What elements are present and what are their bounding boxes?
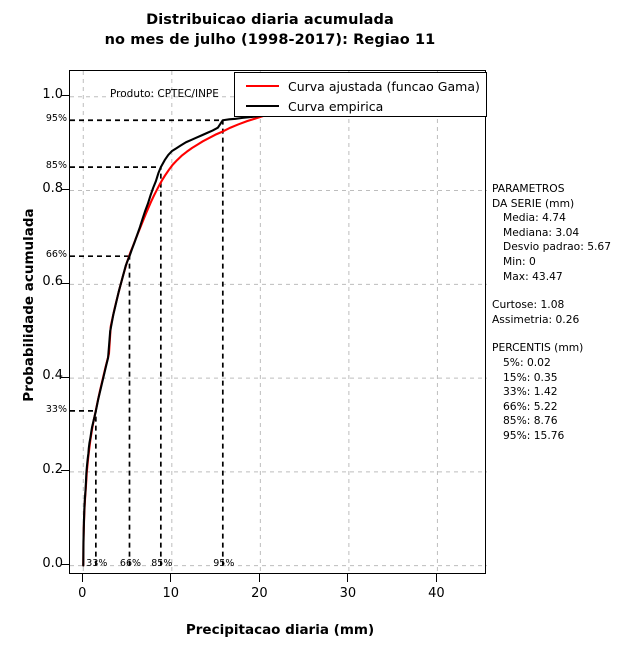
axis-tick-mark (170, 574, 172, 582)
plot-area (69, 70, 487, 575)
percentil-15: 15%: 0.35 (503, 370, 558, 384)
axis-tick-mark (258, 574, 260, 582)
y-tick-label: 0.0 (42, 555, 63, 571)
percentile-bottom-label-66: 66% (119, 558, 142, 569)
axis-tick-mark (61, 189, 69, 191)
stat-desvio-padrao: Desvio padrao: 5.67 (503, 240, 611, 254)
legend-label: Curva empirica (288, 98, 384, 114)
percentile-left-label-85: 85% (45, 160, 67, 172)
stat-mediana: Mediana: 3.04 (503, 225, 580, 239)
legend-swatch-fitted-curve (246, 85, 279, 87)
percentis-heading: PERCENTIS (mm) (492, 341, 584, 355)
gridlines (70, 71, 487, 575)
percentil-95: 95%: 15.76 (503, 428, 565, 442)
axis-tick-mark (61, 95, 69, 97)
axis-tick-mark (61, 470, 69, 472)
x-tick-label: 30 (339, 586, 357, 601)
percentile-guide-lines (70, 119, 224, 566)
y-tick-label: 0.6 (42, 274, 63, 290)
percentile-bottom-label-33: 33% (86, 558, 108, 569)
legend-item: Curva ajustada (funcao Gama) (235, 76, 486, 96)
y-tick-label: 1.0 (42, 86, 63, 102)
title-line-2: no mes de julho (1998-2017): Regiao 11 (104, 32, 436, 48)
y-tick-label: 0.8 (42, 180, 63, 196)
legend-swatch-empirical-curve (246, 105, 279, 107)
percentile-bottom-label-95: 95% (213, 558, 235, 569)
x-tick-label: 0 (78, 586, 87, 601)
parametros-heading-line1: PARAMETROS (492, 182, 565, 195)
percentile-bottom-label-85: 85% (151, 558, 173, 569)
y-tick-label: 0.4 (42, 368, 63, 384)
statistics-panel: PARAMETROS DA SERIE (mm) Media: 4.74 Med… (492, 182, 638, 444)
page-title: Distribuicao diaria acumulada no mes de … (0, 10, 540, 50)
x-tick-label: 20 (251, 586, 268, 601)
parametros-heading-line2: DA SERIE (mm) (492, 196, 575, 210)
percentile-left-label-33: 33% (45, 403, 67, 415)
stat-max: Max: 43.47 (503, 269, 563, 283)
stats-spacer (492, 327, 638, 341)
stat-min: Min: 0 (503, 254, 536, 268)
stats-spacer (492, 284, 638, 298)
axis-tick-mark (61, 282, 69, 284)
chart-canvas (70, 71, 487, 575)
legend-label: Curva ajustada (funcao Gama) (288, 78, 480, 94)
axis-tick-mark (61, 376, 69, 378)
x-axis-title: Precipitacao diaria (mm) (185, 622, 375, 638)
produto-label: Produto: CPTEC/INPE (110, 88, 219, 100)
stat-assimetria: Assimetria: 0.26 (492, 312, 580, 326)
percentil-5: 5%: 0.02 (503, 355, 551, 369)
percentil-33: 33%: 1.42 (503, 385, 558, 399)
y-tick-label: 0.2 (42, 461, 63, 477)
percentile-left-label-95: 95% (45, 113, 67, 125)
x-tick-label: 10 (162, 586, 180, 601)
chart-legend: Curva ajustada (funcao Gama) Curva empir… (234, 72, 487, 117)
percentil-85: 85%: 8.76 (503, 414, 558, 428)
percentil-66: 66%: 5.22 (503, 399, 558, 413)
series-lines (82, 95, 470, 567)
axis-tick-mark (347, 574, 349, 582)
stat-curtose: Curtose: 1.08 (492, 298, 565, 312)
y-axis-title: Probabilidade acumulada (21, 208, 37, 402)
x-tick-label: 40 (428, 586, 445, 601)
legend-item: Curva empirica (235, 96, 486, 116)
axis-tick-mark (61, 564, 69, 566)
stat-media: Media: 4.74 (503, 211, 566, 225)
title-line-1: Distribuicao diaria acumulada (146, 12, 394, 28)
axis-tick-mark (435, 574, 437, 582)
percentile-left-label-66: 66% (45, 249, 67, 261)
axis-tick-mark (81, 574, 83, 582)
